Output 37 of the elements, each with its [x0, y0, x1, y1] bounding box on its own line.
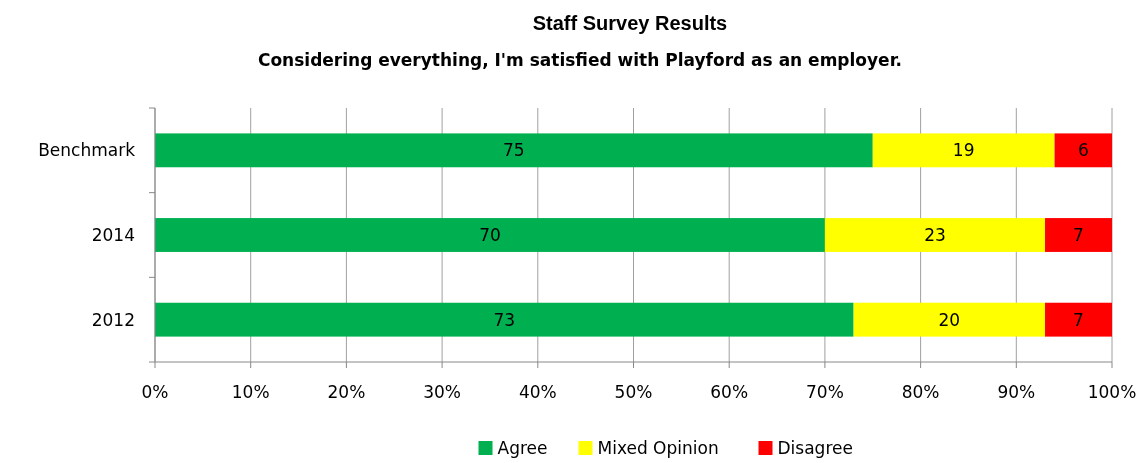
bar: [155, 302, 854, 337]
legend-label: Disagree: [777, 438, 853, 458]
legend-label: Mixed Opinion: [597, 438, 719, 458]
bar: [1045, 218, 1112, 252]
x-tick-label: 50%: [614, 382, 653, 402]
data-label: 20: [938, 309, 961, 330]
y-tick-label: 2012: [91, 309, 135, 330]
data-label: 6: [1077, 140, 1089, 161]
x-tick-label: 80%: [901, 382, 940, 402]
bar: [872, 133, 1055, 168]
bar: [155, 133, 873, 168]
x-tick-label: 0%: [141, 382, 169, 402]
data-label: 7: [1073, 309, 1084, 330]
x-tick-label: 60%: [710, 382, 749, 402]
chart-title: Staff Survey Results: [532, 12, 728, 34]
bar: [853, 302, 1046, 337]
data-label: 23: [924, 225, 946, 245]
y-tick-label: 2014: [91, 225, 135, 245]
data-label: 19: [952, 140, 975, 161]
data-label: 75: [503, 140, 525, 161]
chart-subtitle: Considering everything, I'm satisfied with Playford as an employer.: [257, 50, 903, 70]
data-label: 73: [493, 309, 516, 330]
x-tick-label: 20%: [327, 382, 366, 402]
bar: [1045, 302, 1112, 337]
x-tick-label: 30%: [423, 382, 461, 402]
x-tick-label: 10%: [231, 382, 270, 402]
x-tick-label: 70%: [806, 382, 844, 402]
bar: [1054, 133, 1112, 168]
x-tick-label: 40%: [518, 382, 557, 402]
bar: [155, 218, 825, 252]
data-label: 70: [479, 225, 501, 245]
legend-label: Agree: [497, 438, 548, 458]
bar: [824, 218, 1046, 252]
y-tick-label: Benchmark: [38, 140, 136, 161]
x-tick-label: 90%: [997, 382, 1036, 402]
data-label: 7: [1073, 225, 1084, 245]
x-tick-label: 100%: [1087, 382, 1137, 402]
